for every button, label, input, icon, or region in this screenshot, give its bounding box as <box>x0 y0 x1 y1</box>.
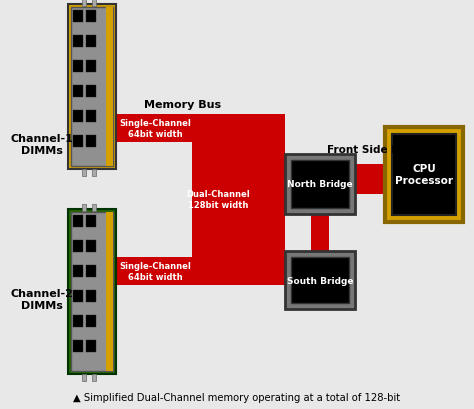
Bar <box>73 36 83 48</box>
Text: North Bridge: North Bridge <box>287 180 353 189</box>
Bar <box>73 111 83 123</box>
Bar <box>86 240 96 252</box>
Text: Memory Bus: Memory Bus <box>145 100 221 110</box>
Bar <box>86 11 96 23</box>
Text: South Bridge: South Bridge <box>287 276 353 285</box>
Bar <box>86 86 96 98</box>
Bar <box>86 36 96 48</box>
Text: CPU
Processor: CPU Processor <box>395 164 453 185</box>
Bar <box>73 11 83 23</box>
Bar <box>82 170 86 177</box>
Bar <box>106 213 113 371</box>
Bar <box>82 204 86 211</box>
Bar <box>82 374 86 381</box>
Bar <box>73 216 83 227</box>
Text: Channel-1
DIMMs: Channel-1 DIMMs <box>10 134 73 155</box>
Bar <box>291 257 349 303</box>
Bar <box>92 170 96 177</box>
Text: Channel-2
DIMMs: Channel-2 DIMMs <box>10 288 73 310</box>
Bar <box>86 216 96 227</box>
Bar <box>71 8 113 166</box>
Text: Front Side Bus: Front Side Bus <box>327 145 413 155</box>
Bar <box>86 61 96 73</box>
Bar <box>73 265 83 277</box>
Bar <box>192 115 285 285</box>
Bar <box>68 5 116 170</box>
Bar <box>86 265 96 277</box>
Bar <box>291 161 349 209</box>
Bar <box>86 290 96 302</box>
Bar <box>86 340 96 352</box>
Bar <box>86 315 96 327</box>
Bar <box>116 115 206 143</box>
Bar <box>73 136 83 148</box>
Bar <box>385 128 463 222</box>
Bar <box>73 340 83 352</box>
Bar <box>71 213 113 371</box>
Bar <box>73 315 83 327</box>
Bar <box>82 0 86 7</box>
Text: Dual-Channel
128bit width: Dual-Channel 128bit width <box>186 190 250 209</box>
Bar <box>116 257 206 285</box>
Bar <box>285 252 355 309</box>
Bar <box>311 214 329 252</box>
Bar <box>86 111 96 123</box>
Bar <box>106 8 113 166</box>
Bar <box>92 0 96 7</box>
Text: ▲ Simplified Dual-Channel memory operating at a total of 128-bit: ▲ Simplified Dual-Channel memory operati… <box>73 392 401 402</box>
Bar <box>92 374 96 381</box>
Bar <box>92 204 96 211</box>
Bar <box>73 61 83 73</box>
Bar <box>73 240 83 252</box>
Bar <box>392 135 456 216</box>
Bar <box>86 136 96 148</box>
Bar <box>285 155 355 214</box>
Bar <box>73 290 83 302</box>
Bar <box>73 86 83 98</box>
Text: Single-Channel
64bit width: Single-Channel 64bit width <box>119 262 191 281</box>
Bar <box>68 209 116 374</box>
Text: Single-Channel
64bit width: Single-Channel 64bit width <box>119 119 191 138</box>
Bar <box>355 164 388 195</box>
